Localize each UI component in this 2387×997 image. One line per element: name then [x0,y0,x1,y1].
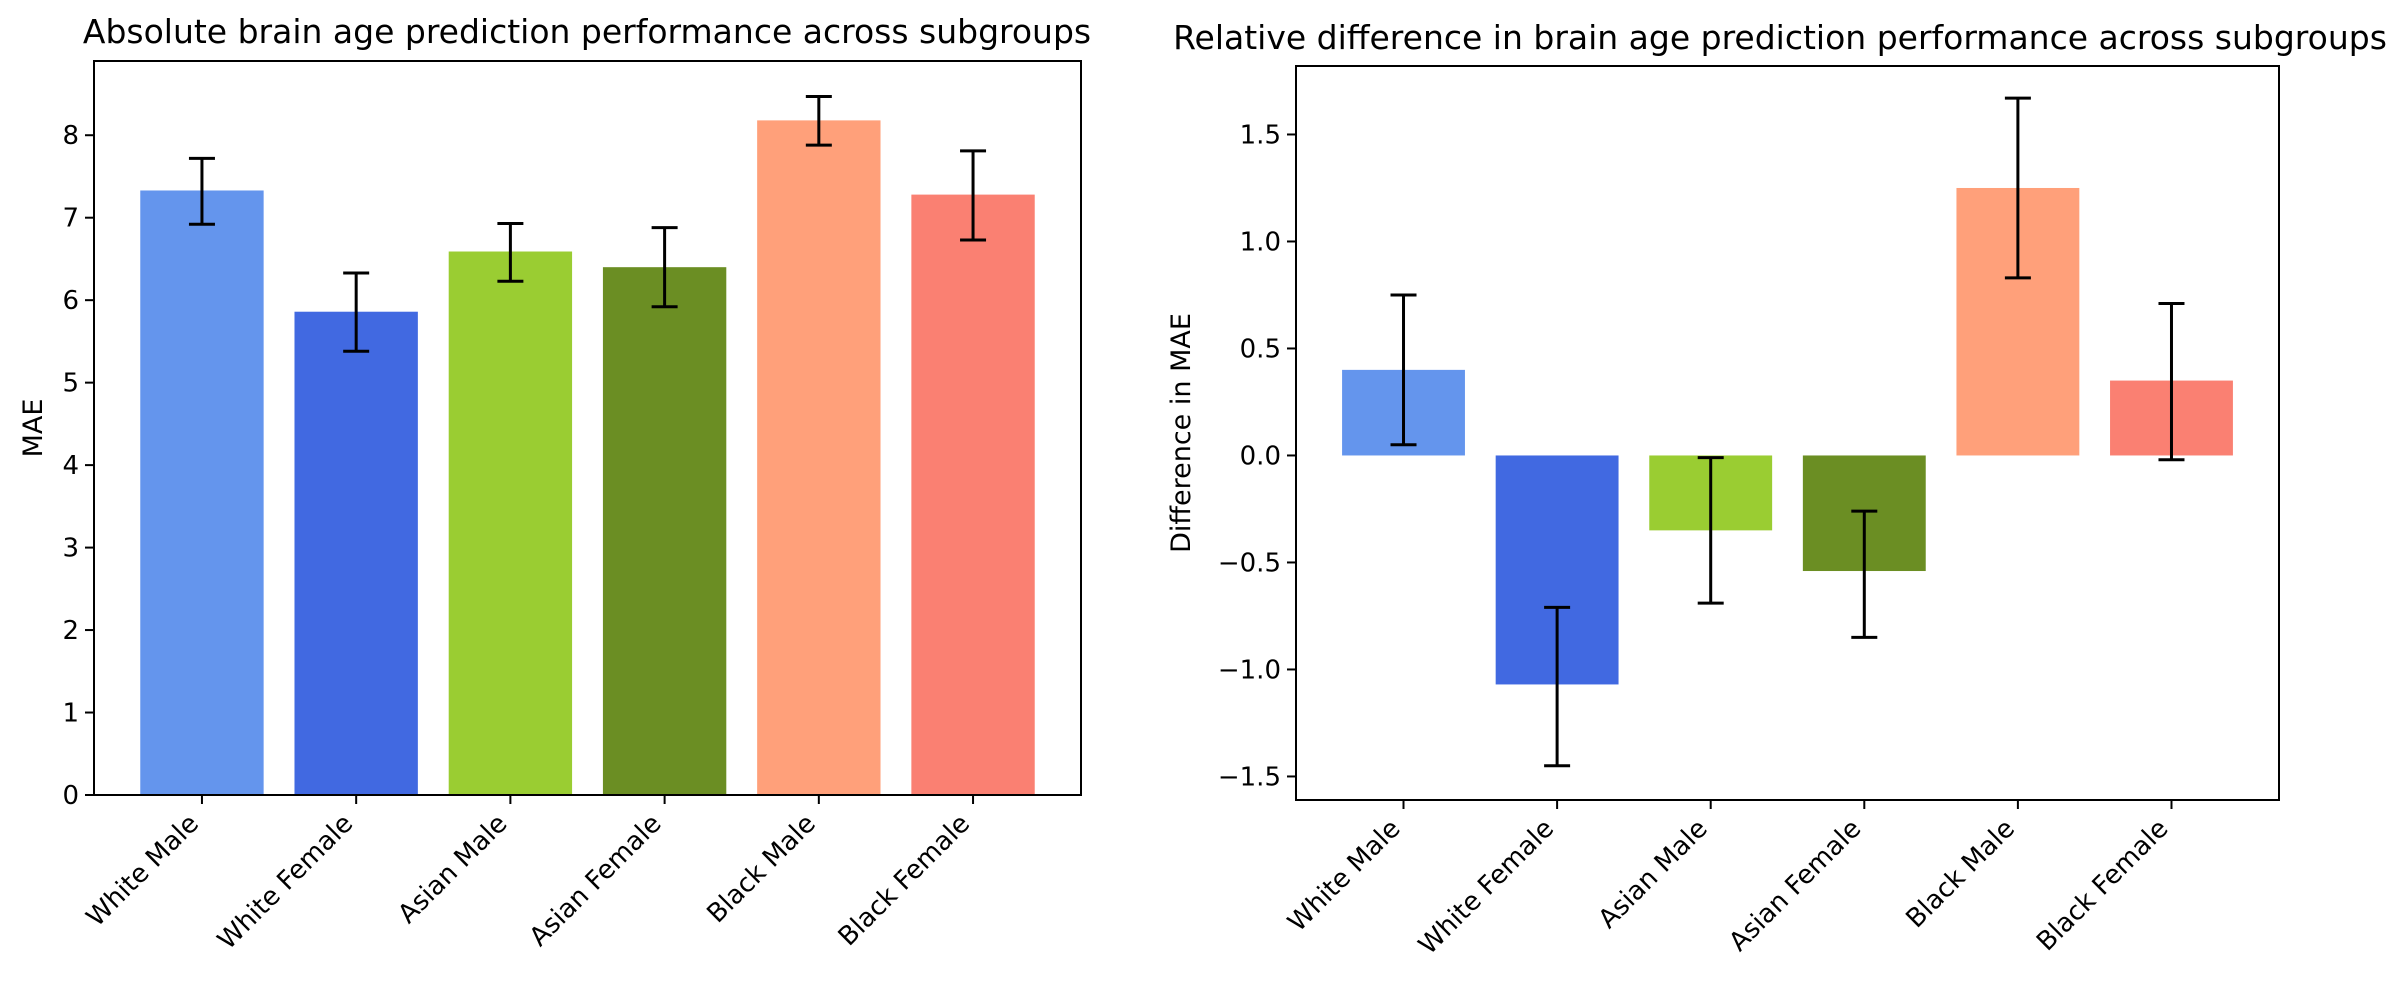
y-axis-label: MAE [18,399,49,458]
x-tick-label: White Male [1282,814,1406,938]
y-tick-label: −1.0 [1218,655,1281,685]
y-axis-label: Difference in MAE [1166,313,1197,553]
y-tick-label: 0 [62,781,79,811]
y-tick-label: −0.5 [1218,548,1281,578]
y-tick-label: 1.0 [1240,227,1281,257]
error-bar-white-female [343,271,370,353]
y-tick-label: 2 [62,616,79,646]
error-bar-black-male [805,94,832,147]
x-tick-label: Asian Male [1593,814,1714,935]
x-tick-label: Black Male [1900,814,2020,934]
y-tick-label: 6 [62,286,79,316]
error-bar-black-female [2158,302,2185,462]
error-bar-black-male [2004,96,2031,280]
bar-white-female [294,311,418,795]
y-tick-label: 1.5 [1240,120,1281,150]
error-bar-asian-male [497,221,524,283]
x-tick-label: Black Female [833,809,976,952]
error-bar-white-female [1544,605,1571,768]
x-tick-label: White Female [1413,814,1560,961]
y-tick-label: 0.5 [1240,334,1281,364]
y-tick-label: 7 [62,204,79,234]
bar-black-male [757,120,881,796]
relative-difference-chart: Relative difference in brain age predict… [1166,18,2387,961]
y-tick-label: 1 [62,699,79,729]
chart-title: Absolute brain age prediction performanc… [83,12,1091,51]
y-tick-label: 3 [62,534,79,564]
error-bar-asian-male [1697,456,1724,605]
error-bar-asian-female [1851,509,1878,639]
x-tick-label: Black Female [2031,814,2174,957]
x-tick-label: Asian Male [393,809,514,930]
y-tick-label: 5 [62,369,79,399]
y-tick-label: 8 [62,121,79,151]
x-tick-label: White Female [212,809,359,956]
x-tick-label: Asian Female [524,809,668,953]
x-tick-label: White Male [81,809,205,933]
bar-asian-female [602,267,727,795]
error-bar-white-male [188,156,215,226]
chart-title: Relative difference in brain age predict… [1173,18,2387,57]
plot-frame [93,60,1082,796]
y-tick-label: −1.5 [1218,762,1281,792]
bar-asian-male [448,251,573,795]
x-tick-label: Asian Female [1724,814,1868,958]
x-tick-label: Black Male [701,809,821,929]
bar-black-female [911,194,1035,795]
error-bar-asian-female [651,226,678,309]
y-tick-label: 4 [62,451,79,481]
error-bar-white-male [1390,293,1417,447]
absolute-mae-chart: Absolute brain age prediction performanc… [18,12,1091,956]
plot-frame [1295,65,2280,801]
y-tick-label: 0.0 [1240,441,1281,471]
bar-white-male [140,190,264,795]
error-bar-black-female [960,149,987,242]
